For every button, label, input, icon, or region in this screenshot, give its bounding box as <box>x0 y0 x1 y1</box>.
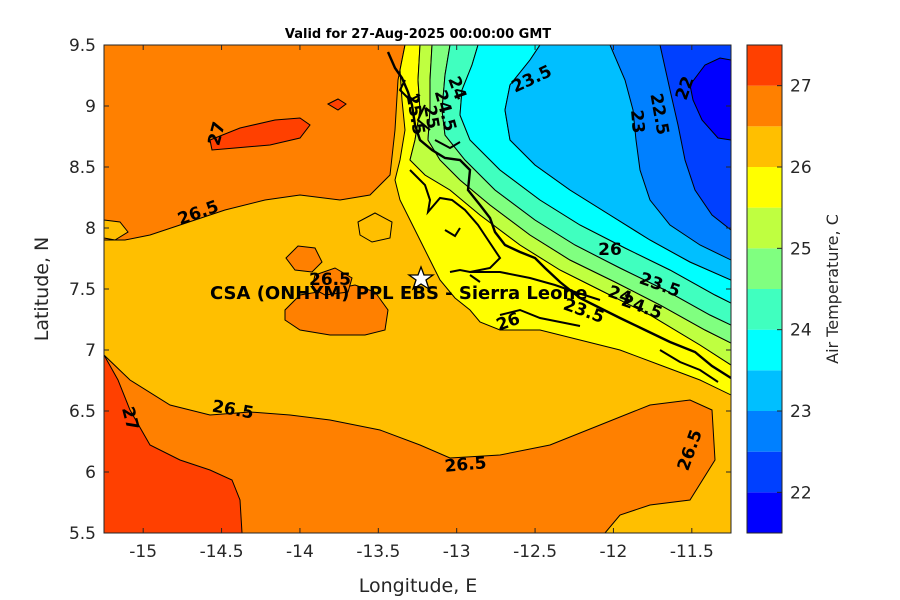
colorbar-swatch <box>747 370 782 411</box>
y-tick-label: 9.5 <box>69 36 96 56</box>
x-tick-label: -12 <box>600 542 628 562</box>
colorbar-frame <box>746 44 783 534</box>
colorbar-swatch <box>747 492 782 533</box>
y-axis-label: Latitude, N <box>31 237 53 342</box>
colorbar-swatch <box>747 85 782 127</box>
coastline <box>386 51 731 380</box>
colorbar: 22 23 24 25 26 27 <box>746 44 812 534</box>
y-tick-label: 6.5 <box>69 402 96 422</box>
band-26.5-27-south <box>104 354 716 533</box>
band-26.5-27-blob-a <box>285 245 323 273</box>
colorbar-tick-label: 24 <box>790 321 812 341</box>
band-26.5-27-blob-b <box>311 267 353 296</box>
colorbar-swatch <box>747 451 782 493</box>
y-tick-label: 8.5 <box>69 158 96 178</box>
colorbar-tick-label: 25 <box>790 239 812 259</box>
x-axis: -15 -14.5 -14 -13.5 -13 -12.5 -12 -11.5 <box>129 45 714 562</box>
colorbar-tick-label: 26 <box>790 158 812 178</box>
x-axis-label: Longitude, E <box>359 575 478 597</box>
colorbar-swatch <box>747 126 782 167</box>
colorbar-swatch <box>747 289 782 330</box>
site-star-marker <box>406 265 436 291</box>
x-tick-label: -11.5 <box>670 542 714 562</box>
y-tick-label: 7.5 <box>69 280 96 300</box>
contour-label: 25 <box>419 104 443 131</box>
band-27-plus-southwest <box>104 353 243 533</box>
x-tick-label: -13.5 <box>356 542 400 562</box>
contour-label: 23 <box>626 109 648 134</box>
colorbar-tick-label: 22 <box>790 483 812 503</box>
coastline-inner <box>409 169 601 301</box>
contour-label: 26.5 <box>444 453 488 477</box>
colorbar-tick-label: 23 <box>790 402 812 422</box>
band-27-plus-northdot <box>326 98 347 111</box>
colorbar-swatch <box>747 329 782 371</box>
y-tick-label: 8 <box>85 219 96 239</box>
colorbar-swatch <box>747 248 782 289</box>
x-tick-label: -14 <box>286 542 314 562</box>
coastline-islands <box>398 79 719 383</box>
x-tick-label: -12.5 <box>513 542 557 562</box>
y-tick-label: 7 <box>85 341 96 361</box>
x-tick-label: -14.5 <box>200 542 244 562</box>
colorbar-tick-label: 27 <box>790 77 812 97</box>
y-tick-label: 5.5 <box>69 524 96 544</box>
colorbar-swatch <box>747 45 782 86</box>
band-27-plus-north <box>209 117 311 151</box>
band-below-22 <box>689 57 731 141</box>
map-plot-area <box>104 45 731 533</box>
x-tick-label: -13 <box>443 542 471 562</box>
colorbar-label: Air Temperature, C <box>823 214 842 364</box>
band-26.5-27-blob-d <box>104 219 129 241</box>
contour-label: 26 <box>598 240 622 260</box>
y-tick-label: 9 <box>85 97 96 117</box>
colorbar-swatch <box>747 411 782 452</box>
y-tick-label: 6 <box>85 463 96 483</box>
x-tick-label: -15 <box>129 542 157 562</box>
colorbar-swatch <box>747 207 782 249</box>
band-26.5-27-blob-c <box>357 212 393 243</box>
contour-label: 26.5 <box>309 270 351 290</box>
site-label: CSA (ONHYM) PPL EBS - Sierra Leone <box>210 283 587 304</box>
map-title: Valid for 27-Aug-2025 00:00:00 GMT <box>285 27 551 42</box>
y-axis: 9.5 9 8.5 8 7.5 7 6.5 6 5.5 <box>69 36 731 544</box>
colorbar-swatch <box>747 167 782 208</box>
